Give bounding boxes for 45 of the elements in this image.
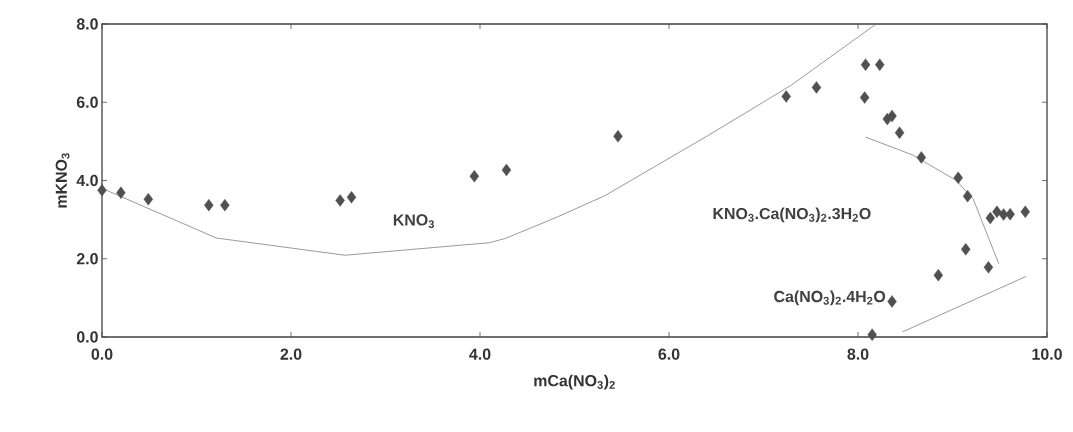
point xyxy=(613,130,623,143)
point xyxy=(204,198,214,212)
x-tick-label: 2.0 xyxy=(280,348,302,360)
annotation: KNO$_{3}$ xyxy=(393,214,435,229)
point xyxy=(781,90,791,103)
y-axis-title: mKNO$_{3}$ xyxy=(55,153,70,208)
point xyxy=(335,194,345,207)
point xyxy=(860,58,871,71)
point xyxy=(992,205,1002,218)
point xyxy=(220,198,230,212)
point xyxy=(953,171,963,184)
text: KNO$_{3}$.Ca(NO$_{3}$)$_{2}$.3H$_{2}$O xyxy=(713,207,871,223)
point xyxy=(859,91,870,104)
y-tick-label: 4.0 xyxy=(76,174,98,187)
point xyxy=(933,268,944,282)
y-tick-label: 2.0 xyxy=(76,253,98,265)
point xyxy=(1005,207,1015,221)
point xyxy=(867,328,877,341)
y-tick-label: 0.0 xyxy=(76,331,98,343)
x-axis-title: mCa(NO$_{3}$)$_{2}$ xyxy=(534,374,615,390)
point xyxy=(875,58,885,71)
x-tick-label: 6.0 xyxy=(658,348,680,360)
point xyxy=(916,151,927,164)
point xyxy=(894,126,905,139)
point xyxy=(887,295,897,308)
point xyxy=(346,191,357,204)
point xyxy=(985,211,996,225)
x-tick-label: 8.0 xyxy=(847,348,869,360)
point xyxy=(501,163,512,177)
x-tick-label: 0.0 xyxy=(91,348,113,360)
point xyxy=(983,261,994,274)
point xyxy=(1020,205,1030,218)
point xyxy=(143,193,153,206)
annotation: Ca(NO$_{3}$)$_{2}$.4H$_{2}$O xyxy=(774,290,886,306)
point xyxy=(887,109,897,123)
y-tick-label: 8.0 xyxy=(76,18,98,30)
y-tick-label: 6.0 xyxy=(76,96,98,108)
point xyxy=(469,170,480,183)
x-tick-label: 4.0 xyxy=(469,348,491,360)
point xyxy=(962,189,973,203)
x-tick-label: 10.0 xyxy=(1032,348,1062,360)
point xyxy=(961,243,971,256)
point xyxy=(116,186,126,199)
point xyxy=(811,81,822,94)
point xyxy=(97,184,107,197)
